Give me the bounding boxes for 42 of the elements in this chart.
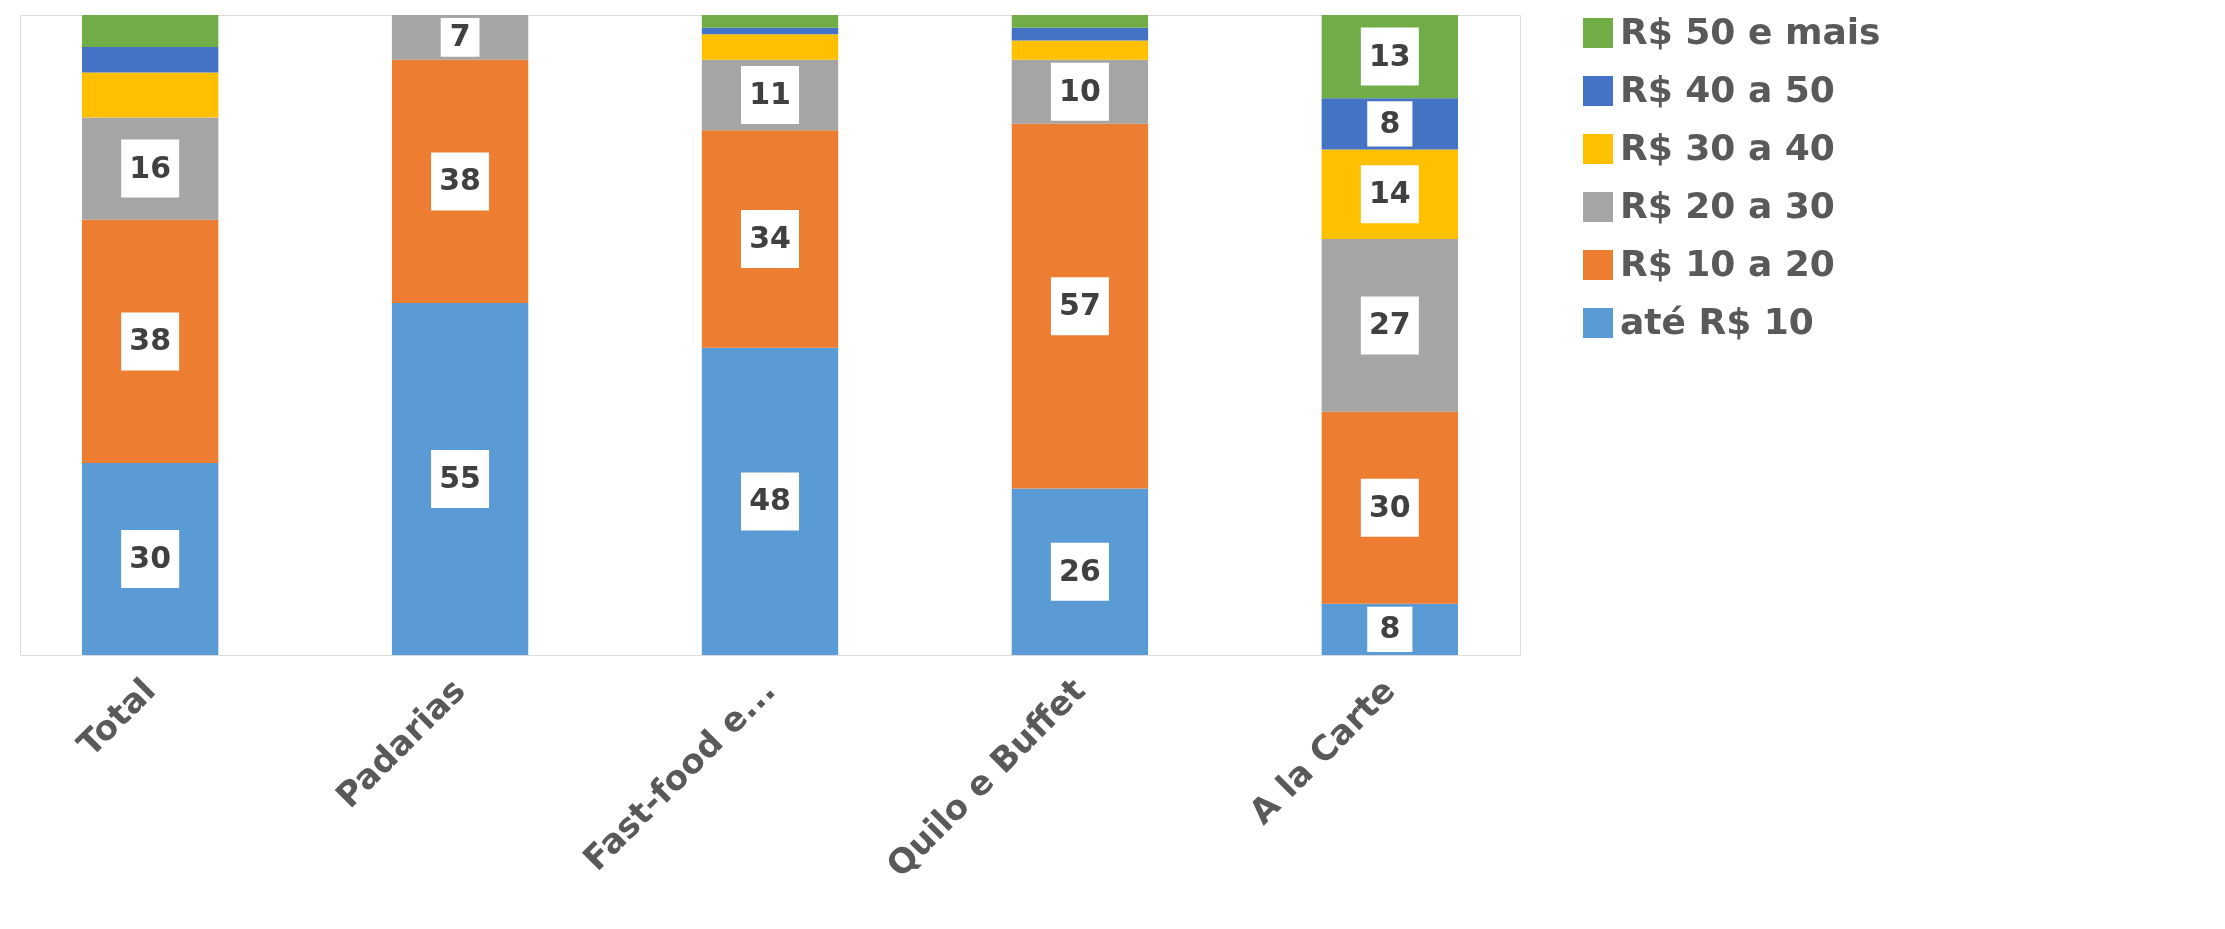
legend-label: até R$ 10 (1620, 301, 1814, 342)
bar (391, 59, 529, 303)
legend-label: R$ 40 a 50 (1620, 69, 1835, 110)
data-label: 11 (749, 76, 791, 111)
bar (1011, 123, 1149, 489)
data-label: 34 (749, 220, 791, 255)
data-label: 16 (129, 149, 172, 185)
bar (81, 47, 219, 73)
data-label: 8 (1379, 104, 1401, 140)
data-label: 30 (129, 540, 172, 575)
legend-label: R$ 50 e mais (1620, 11, 1881, 52)
data-label: 38 (439, 162, 481, 198)
bar (1321, 411, 1459, 604)
bar (81, 463, 219, 655)
data-label: 10 (1059, 72, 1101, 108)
legend-label: R$ 30 a 40 (1620, 127, 1835, 168)
bar (391, 303, 529, 655)
data-label: 30 (1368, 488, 1411, 524)
data-label: 48 (749, 482, 791, 518)
legend-label: R$ 20 a 30 (1620, 185, 1835, 226)
bar (81, 219, 219, 463)
bar (701, 15, 839, 28)
bar (701, 130, 839, 348)
bar (701, 347, 839, 655)
data-label: 7 (449, 18, 471, 54)
data-label: 13 (1368, 37, 1411, 73)
data-label: 14 (1368, 175, 1411, 211)
bar (81, 15, 219, 47)
data-label: 57 (1059, 287, 1101, 323)
bar (1011, 15, 1149, 28)
bar (1011, 40, 1149, 60)
bar (1321, 239, 1459, 412)
data-label: 55 (439, 460, 481, 495)
bar (1011, 27, 1149, 41)
bar (701, 27, 839, 35)
data-label: 26 (1059, 552, 1101, 588)
bar (81, 72, 219, 118)
legend-label: R$ 10 a 20 (1620, 243, 1835, 284)
data-label: 38 (129, 322, 172, 358)
data-label: 8 (1379, 610, 1401, 646)
data-label: 27 (1368, 306, 1411, 342)
bar (701, 34, 839, 60)
